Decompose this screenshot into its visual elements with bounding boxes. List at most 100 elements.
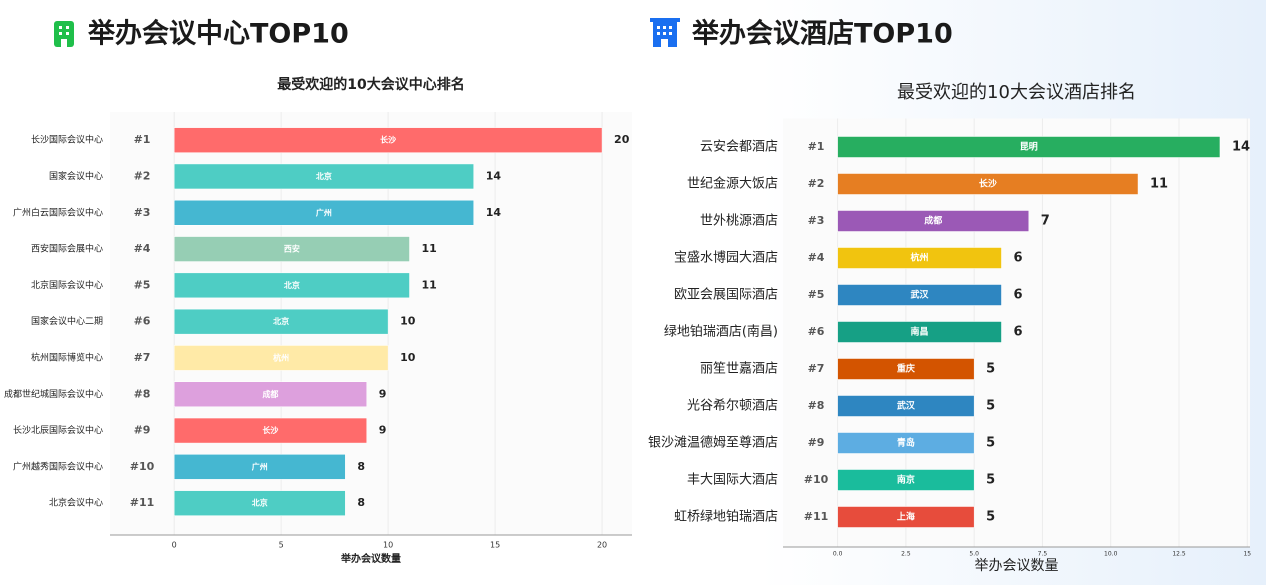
x-tick-label: 10 (383, 541, 393, 550)
rank-label: #1 (134, 133, 151, 146)
x-tick-label: 0 (172, 541, 177, 550)
x-tick-label: 5.0 (969, 551, 979, 558)
bar (837, 321, 1002, 343)
bar (837, 432, 975, 454)
x-tick-label: 15 (1243, 551, 1251, 558)
bar (173, 163, 474, 190)
rank-label: #11 (804, 510, 829, 523)
value-label: 9 (379, 387, 387, 400)
rank-label: #8 (808, 399, 825, 412)
category-label: 西安国际会展中心 (31, 243, 103, 255)
value-label: 10 (400, 351, 416, 364)
rank-label: #4 (808, 251, 825, 264)
category-label: 杭州国际博览中心 (31, 351, 103, 363)
rank-label: #3 (808, 214, 825, 227)
bar (173, 200, 474, 226)
x-tick-label: 5 (279, 541, 284, 550)
value-label: 6 (1013, 325, 1022, 340)
category-label: 广州白云国际会议中心 (13, 206, 103, 218)
category-label: 国家会议中心二期 (31, 315, 103, 327)
value-label: 20 (614, 133, 630, 146)
bar (837, 210, 1030, 232)
bar-label: 广州 (252, 461, 268, 471)
rank-label: #9 (808, 436, 825, 449)
rank-label: #6 (134, 315, 151, 328)
rank-label: #9 (134, 424, 151, 437)
category-label: 北京国际会议中心 (31, 279, 103, 291)
value-label: 7 (1041, 214, 1050, 229)
category-label: 广州越秀国际会议中心 (13, 460, 103, 472)
category-label: 云安会都酒店 (700, 140, 778, 155)
rank-label: #1 (808, 140, 825, 153)
category-label: 长沙国际会议中心 (31, 134, 103, 146)
value-label: 14 (1232, 140, 1250, 155)
bar (173, 417, 367, 444)
rank-label: #4 (134, 242, 151, 255)
bar (173, 308, 389, 335)
x-tick-label: 10.0 (1104, 551, 1118, 558)
bar (837, 506, 975, 528)
panel-heading: 举办会议中心TOP10 (87, 18, 349, 50)
category-label: 北京会议中心 (49, 497, 103, 509)
rank-label: #5 (808, 288, 825, 301)
rank-label: #6 (808, 325, 825, 338)
bar-label: 上海 (897, 511, 915, 523)
bar (837, 247, 1002, 269)
value-label: 10 (400, 315, 416, 328)
category-label: 世纪金源大饭店 (687, 176, 778, 192)
rank-label: #10 (130, 460, 155, 473)
category-label: 世外桃源酒店 (700, 214, 778, 229)
x-axis-label: 举办会议数量 (975, 558, 1059, 574)
value-label: 5 (986, 362, 995, 377)
bar (837, 358, 975, 380)
x-tick-label: 15 (490, 541, 500, 550)
rank-label: #2 (134, 169, 151, 182)
bar-label: 长沙 (262, 425, 278, 435)
x-axis-label: 举办会议数量 (340, 552, 401, 565)
bar-label: 杭州 (273, 352, 289, 362)
bar (173, 345, 389, 371)
bar (837, 469, 975, 491)
bar-label: 西安 (284, 244, 300, 254)
value-label: 8 (357, 496, 365, 509)
bar-label: 南京 (897, 474, 915, 486)
chart-title: 最受欢迎的10大会议中心排名 (277, 76, 464, 93)
value-label: 5 (986, 510, 995, 525)
bar (173, 127, 603, 153)
category-label: 虹桥绿地铂瑞酒店 (674, 509, 778, 525)
rank-label: #3 (134, 206, 151, 219)
category-label: 长沙北辰国际会议中心 (13, 424, 103, 436)
value-label: 11 (1150, 177, 1168, 192)
x-tick-label: 12.5 (1172, 551, 1186, 558)
chart-title: 最受欢迎的10大会议酒店排名 (897, 82, 1136, 103)
bar (837, 395, 975, 417)
category-label: 欧亚会展国际酒店 (674, 288, 778, 303)
rank-label: #10 (804, 473, 829, 486)
bar-label: 武汉 (911, 289, 930, 301)
value-label: 8 (357, 460, 365, 473)
bar (173, 490, 346, 516)
bar (173, 381, 367, 407)
bar-label: 成都 (262, 389, 278, 399)
panel-heading: 举办会议酒店TOP10 (691, 18, 953, 50)
category-label: 国家会议中心 (49, 170, 103, 182)
value-label: 11 (422, 242, 437, 255)
category-label: 成都世纪城国际会议中心 (4, 388, 103, 400)
category-label: 光谷希尔顿酒店 (687, 399, 778, 414)
bar (837, 284, 1002, 306)
x-tick-label: 0.0 (833, 551, 843, 558)
bar-label: 长沙 (380, 135, 396, 145)
bar-label: 北京 (284, 280, 300, 290)
icon-building (54, 21, 74, 47)
bar-label: 广州 (316, 207, 332, 217)
rank-label: #5 (134, 278, 151, 291)
value-label: 14 (486, 169, 502, 182)
value-label: 6 (1013, 251, 1022, 266)
category-label: 丰大国际大酒店 (687, 473, 778, 488)
value-label: 14 (486, 206, 502, 219)
value-label: 5 (986, 473, 995, 488)
bar-label: 昆明 (1020, 142, 1038, 153)
bar-label: 武汉 (897, 400, 916, 412)
bar-label: 重庆 (897, 363, 915, 375)
